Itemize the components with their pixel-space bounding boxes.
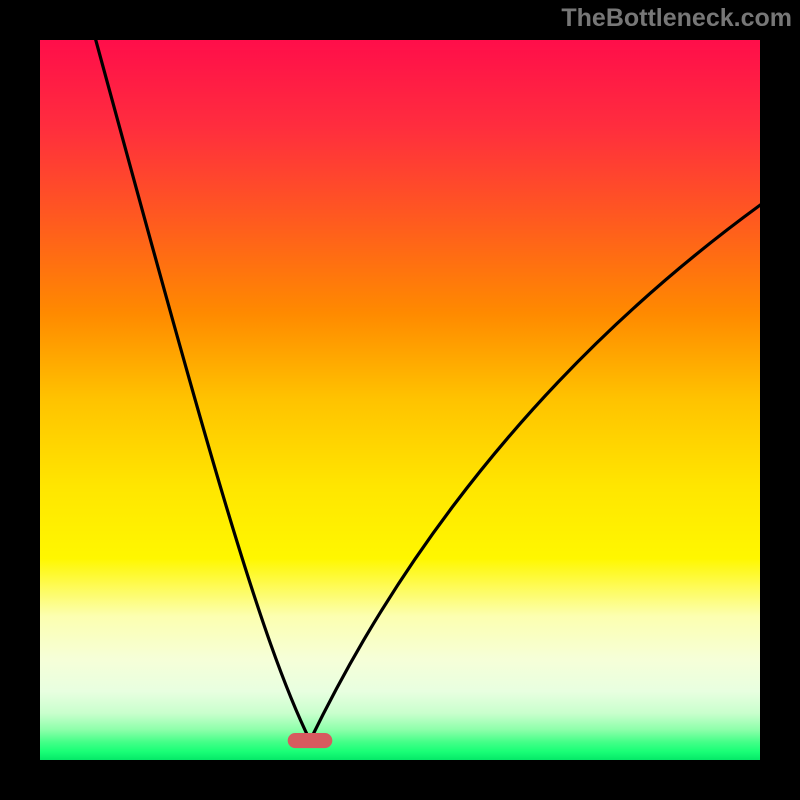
chart-container: TheBottleneck.com: [0, 0, 800, 800]
optimal-point-marker: [288, 733, 333, 748]
chart-plot-background: [40, 40, 760, 760]
bottleneck-chart: [0, 0, 800, 800]
watermark-text: TheBottleneck.com: [561, 4, 792, 33]
